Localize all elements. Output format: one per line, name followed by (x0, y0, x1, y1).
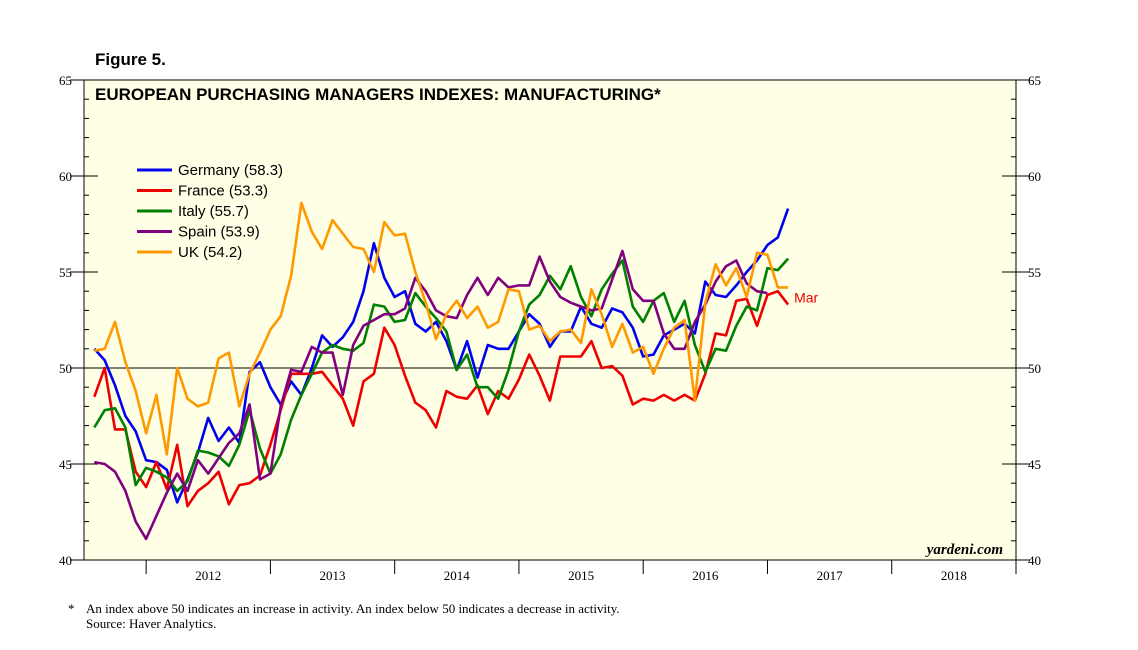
x-tick-label-2012: 2012 (195, 568, 221, 583)
x-tick-label-2018: 2018 (941, 568, 967, 583)
y-tick-label-right: 65 (1028, 73, 1041, 88)
y-tick-label-left: 65 (59, 73, 72, 88)
y-tick-label-right: 40 (1028, 553, 1041, 568)
y-tick-label-right: 60 (1028, 169, 1041, 184)
x-tick-label-2017: 2017 (817, 568, 844, 583)
y-tick-label-left: 55 (59, 265, 72, 280)
x-tick-label-2015: 2015 (568, 568, 594, 583)
footnote-source: Source: Haver Analytics. (86, 616, 217, 631)
legend-label-germany: Germany (58.3) (178, 162, 283, 179)
y-tick-label-right: 55 (1028, 265, 1041, 280)
footnote: * An index above 50 indicates an increase… (68, 601, 620, 631)
y-tick-label-left: 50 (59, 361, 72, 376)
footnote-marker: * (68, 601, 75, 616)
chart-title: EUROPEAN PURCHASING MANAGERS INDEXES: MA… (95, 85, 661, 104)
figure-label: Figure 5. (95, 50, 166, 69)
y-tick-label-left: 40 (59, 553, 72, 568)
legend: Germany (58.3) France (53.3) Italy (55.7) S… (137, 162, 283, 261)
legend-label-italy: Italy (55.7) (178, 203, 249, 220)
y-tick-label-right: 50 (1028, 361, 1041, 376)
watermark: yardeni.com (925, 542, 1003, 558)
legend-label-uk: UK (54.2) (178, 244, 242, 261)
series-layer (93, 201, 790, 541)
x-tick-label-2013: 2013 (320, 568, 346, 583)
plot-area (84, 80, 1016, 560)
x-tick-label-2016: 2016 (692, 568, 719, 583)
series-line-uk (94, 201, 789, 456)
legend-label-france: France (53.3) (178, 183, 268, 200)
x-tick-label-2014: 2014 (444, 568, 471, 583)
y-tick-label-left: 60 (59, 169, 72, 184)
y-axis-layer: 40 40 45 45 50 50 55 55 60 60 65 65 (59, 73, 1041, 568)
france-end-annotation: Mar (794, 290, 818, 306)
y-tick-label-right: 45 (1028, 457, 1041, 472)
x-axis-layer: 2012 2013 2014 2015 2016 2017 2018 (145, 560, 1017, 583)
y-tick-label-left: 45 (59, 457, 72, 472)
legend-label-spain: Spain (53.9) (178, 224, 260, 241)
series-line-spain (94, 249, 768, 541)
series-line-france (93, 289, 790, 508)
footnote-text: An index above 50 indicates an increase … (86, 601, 620, 616)
plot-frame (83, 79, 1017, 561)
